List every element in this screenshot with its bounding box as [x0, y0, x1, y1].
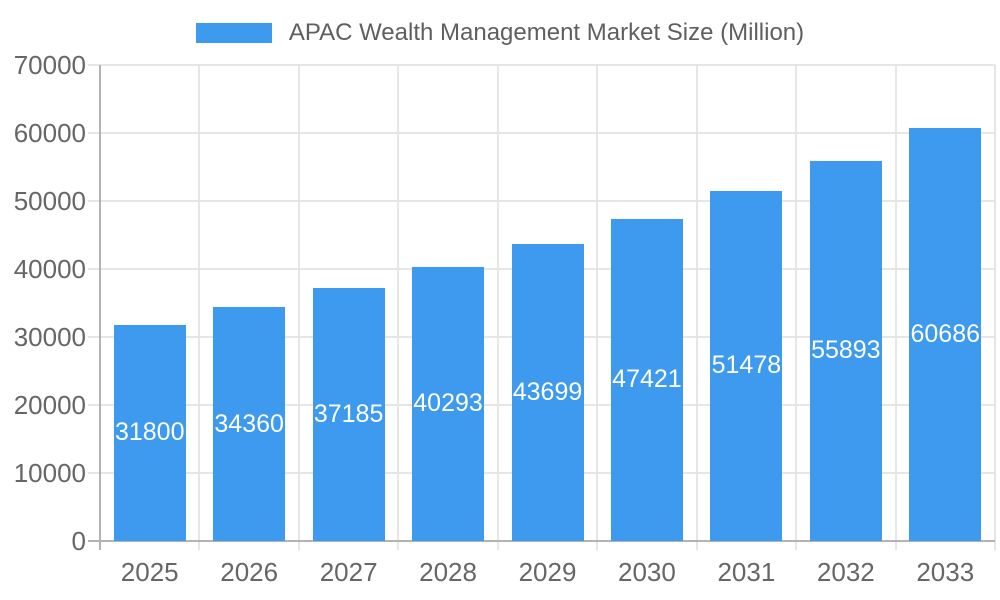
bar[interactable]: 55893 — [809, 160, 882, 541]
x-gridline — [496, 65, 499, 550]
y-tick-label: 20000 — [13, 390, 86, 420]
y-tick-label: 60000 — [13, 118, 86, 148]
bar[interactable]: 31800 — [113, 324, 186, 541]
y-tick-label: 50000 — [13, 186, 86, 216]
legend-label: APAC Wealth Management Market Size (Mill… — [288, 19, 805, 46]
x-tick-label: 2025 — [120, 557, 179, 587]
x-gridline — [795, 65, 798, 550]
y-axis-line — [99, 65, 101, 550]
x-tick-label: 2032 — [816, 557, 875, 587]
x-tick-label: 2031 — [717, 557, 776, 587]
x-gridline — [297, 65, 300, 550]
x-gridline — [695, 65, 698, 550]
bar-value-label: 51478 — [711, 351, 782, 380]
bar-value-label: 40293 — [413, 389, 483, 418]
x-tick-label: 2030 — [618, 557, 676, 587]
x-gridline — [894, 65, 897, 550]
x-gridline — [596, 65, 599, 550]
bar[interactable]: 34360 — [213, 307, 286, 541]
y-tick-label: 70000 — [13, 50, 86, 80]
bar[interactable]: 60686 — [909, 128, 982, 541]
x-tick-label: 2027 — [319, 557, 378, 587]
x-gridline — [994, 65, 996, 550]
y-tick-label: 10000 — [13, 458, 86, 488]
bar-value-label: 43699 — [512, 377, 583, 406]
y-tick-label: 40000 — [13, 254, 86, 284]
x-gridline — [397, 65, 400, 550]
y-gridline — [88, 132, 995, 134]
y-tick-label: 0 — [71, 526, 86, 556]
bar[interactable]: 47421 — [610, 218, 683, 541]
bar-value-label: 60686 — [910, 320, 981, 349]
x-tick-label: 2033 — [916, 557, 975, 587]
y-tick-label: 30000 — [13, 322, 86, 352]
bar[interactable]: 37185 — [312, 288, 385, 541]
legend-color-swatch — [195, 23, 272, 43]
x-axis-line — [88, 540, 995, 542]
bar[interactable]: 43699 — [511, 243, 584, 541]
bar[interactable]: 51478 — [710, 190, 783, 541]
bar-value-label: 55893 — [811, 336, 881, 365]
bar-value-label: 31800 — [114, 418, 185, 447]
bar-value-label: 37185 — [313, 400, 384, 429]
x-tick-label: 2029 — [518, 557, 577, 587]
x-tick-label: 2026 — [220, 557, 279, 587]
bar-value-label: 34360 — [214, 409, 284, 438]
bar-value-label: 47421 — [612, 365, 682, 394]
y-gridline — [88, 200, 995, 202]
y-gridline — [88, 64, 995, 66]
x-gridline — [198, 65, 201, 550]
bar[interactable]: 40293 — [412, 267, 485, 541]
x-tick-label: 2028 — [419, 557, 477, 587]
legend-item[interactable]: APAC Wealth Management Market Size (Mill… — [0, 13, 1000, 53]
